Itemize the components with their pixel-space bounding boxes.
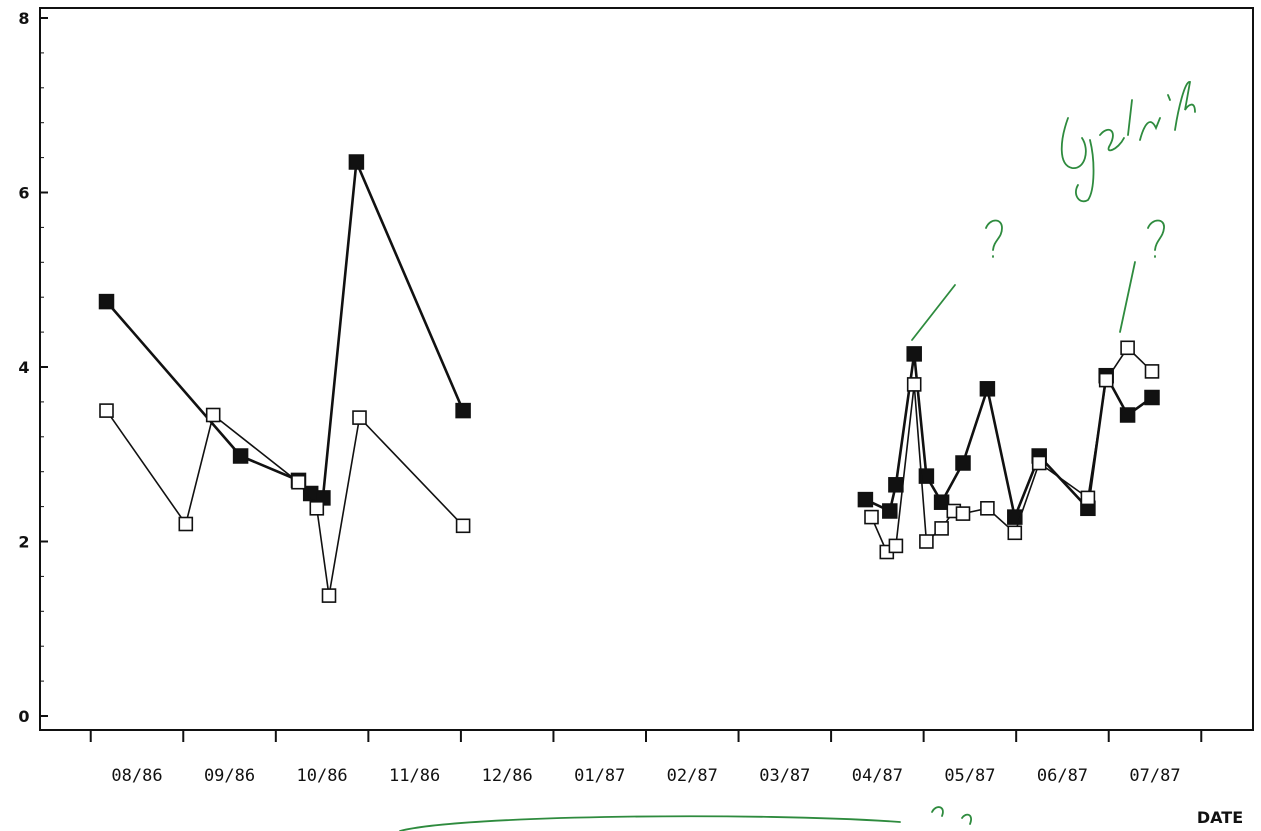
data-point-filled [857,491,874,508]
x-tick-label: 03/87 [759,766,810,786]
data-point-filled [1144,389,1160,406]
data-point-filled [882,503,898,519]
y-tick-label: 0 [18,707,29,726]
data-point-open [1144,364,1160,379]
data-point-open [955,506,971,521]
question-mark-2 [1147,219,1165,258]
x-tick-label: 01/87 [574,766,625,786]
x-tick-label: 09/86 [204,766,255,786]
x-tick-label: 11/86 [389,766,440,786]
x-tick-label: 08/86 [111,766,162,786]
series-open-square [99,340,1160,603]
x-axis: 08/86 09/86 10/86 11/86 12/86 01/87 02/87 03/87… [89,730,1203,786]
plot-frame [39,7,1254,731]
data-point-open [980,500,995,516]
data-point-open [888,538,904,554]
x-tick-label: 07/87 [1129,766,1180,786]
data-point-open [321,588,337,603]
x-tick-label: 04/87 [852,766,903,786]
data-point-open [1098,372,1114,388]
y-tick-label: 2 [18,533,29,552]
question-mark-1 [985,219,1003,258]
x-tick-label: 12/86 [482,766,533,786]
x-tick-label: 05/87 [944,766,995,786]
data-point-filled [955,455,971,471]
data-point-open [934,521,949,536]
x-tick-label: 10/86 [296,766,347,786]
y-tick-label: 8 [18,9,29,28]
bottom-loop [399,815,901,831]
data-point-open [291,474,306,490]
x-tick-label: 02/87 [667,766,718,786]
handwritten-scribble [1060,81,1196,203]
data-point-open [352,410,367,425]
pointer-line-2 [1119,261,1136,333]
bottom-question-marks [931,806,972,825]
data-point-open [205,407,221,423]
y-tick-label: 4 [18,358,29,377]
y-axis: 0 2 4 6 8 [18,9,48,726]
data-point-open [178,516,194,532]
data-point-filled [918,468,935,484]
data-point-open [906,377,922,392]
data-point-filled [455,402,471,419]
pointer-line-1 [911,284,956,341]
x-tick-label: 06/87 [1037,766,1088,786]
series-line [105,161,465,500]
data-point-open [309,500,325,516]
data-point-open [1120,340,1135,356]
series-layer [98,154,1160,603]
data-point-open [99,403,114,418]
data-point-open [1031,455,1047,471]
data-point-open [919,534,934,549]
series-line [105,410,464,596]
data-point-filled [348,154,365,170]
data-point-filled [979,381,996,397]
y-tick-label: 6 [18,184,29,203]
x-axis-title: DATE [1197,808,1243,827]
series-filled-square [98,154,1160,525]
data-point-open [864,509,879,525]
handwritten-annotations [399,81,1196,831]
data-point-filled [1119,407,1136,423]
data-point-filled [98,293,115,310]
data-point-open [455,518,471,534]
data-point-open [1080,490,1096,506]
data-point-open [1007,525,1023,541]
data-point-filled [933,494,950,510]
data-point-filled [906,346,922,362]
data-point-filled [888,477,904,493]
data-point-filled [232,448,249,464]
